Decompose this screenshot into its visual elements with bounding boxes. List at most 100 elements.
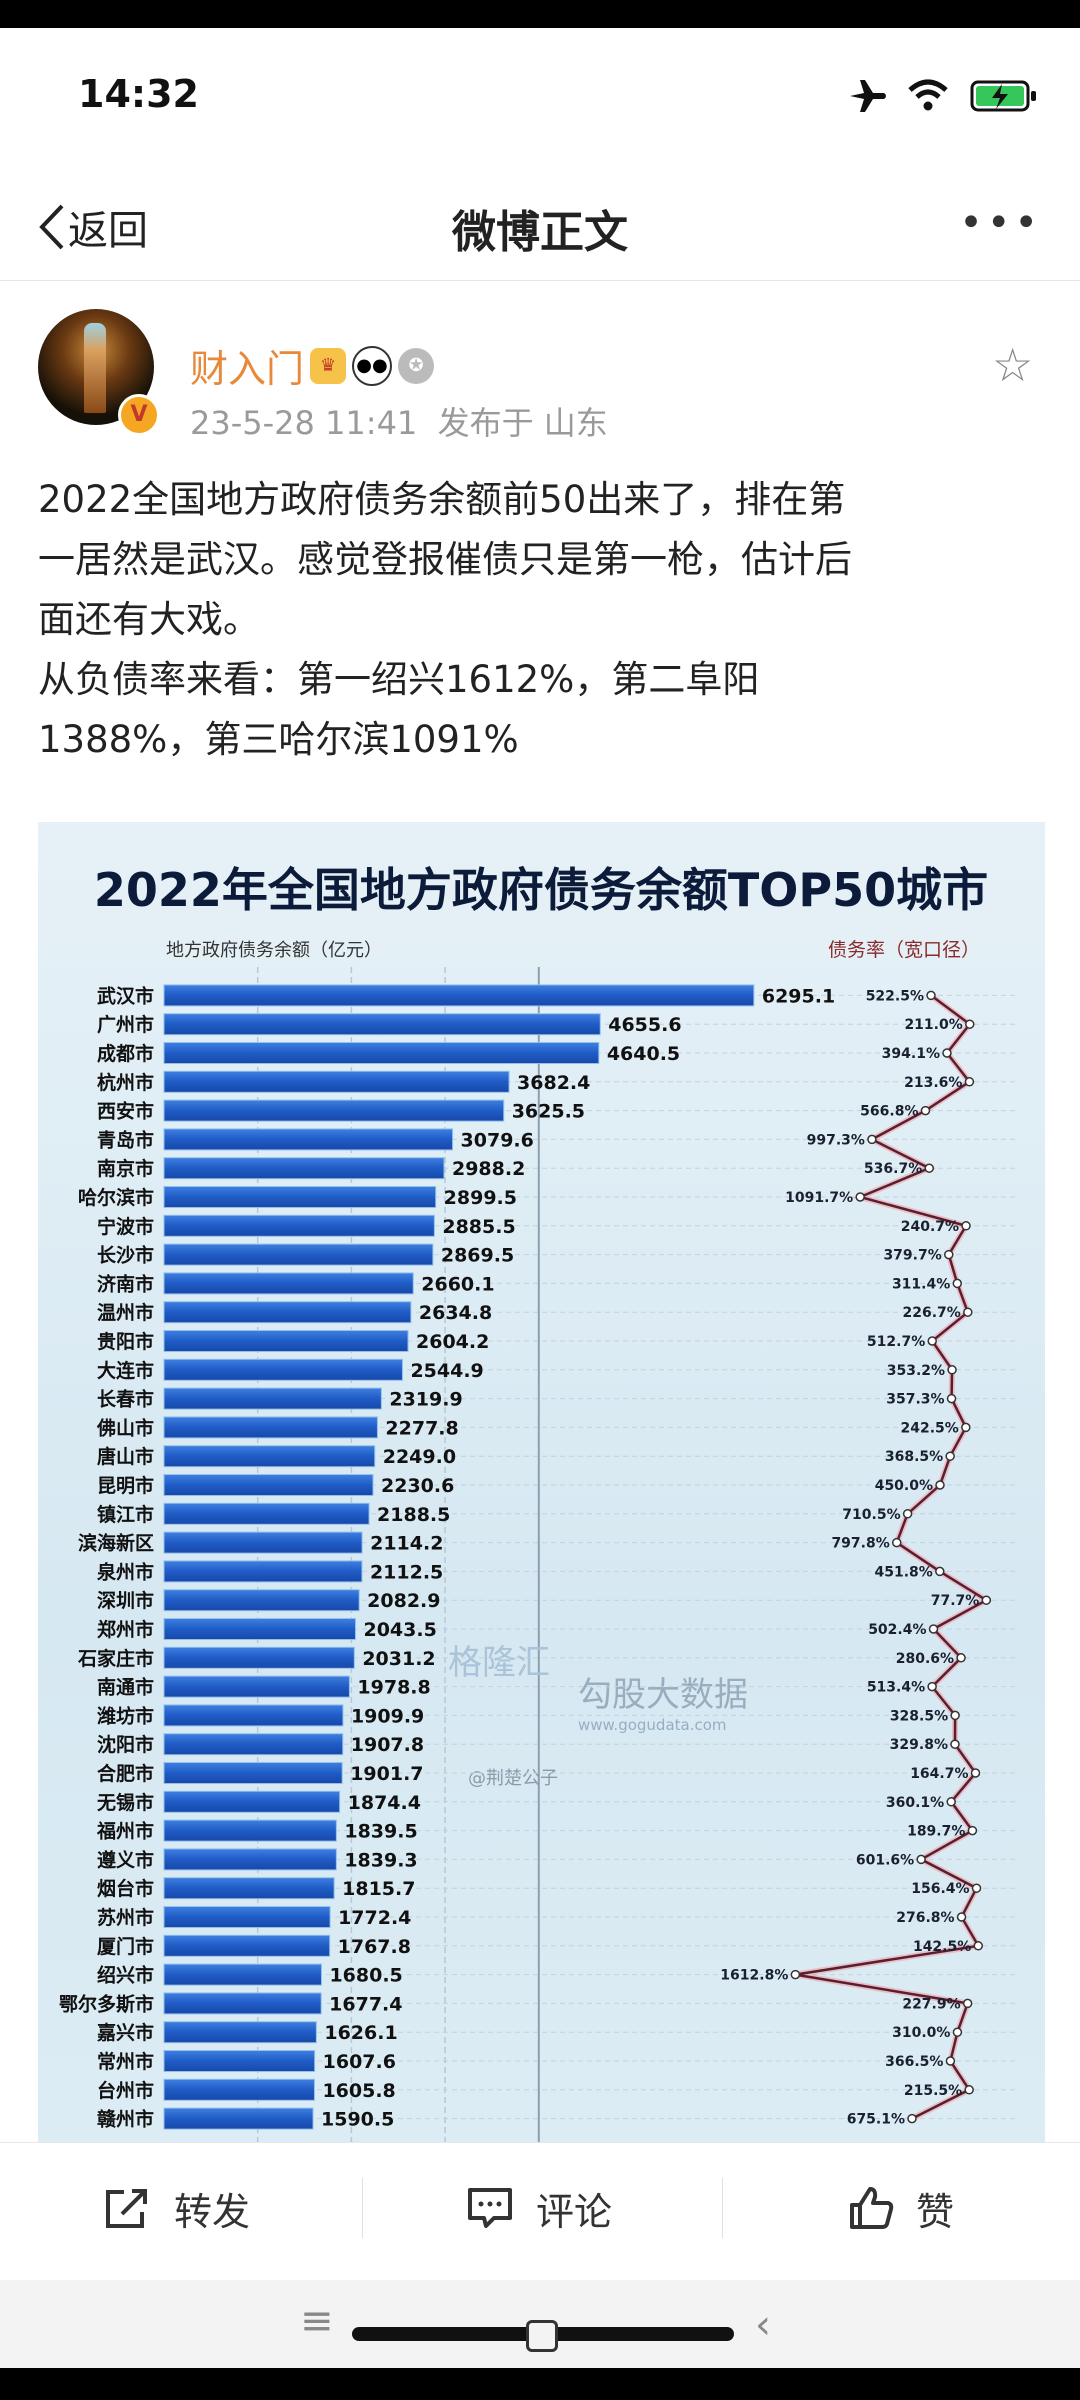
ratio-point [962, 1998, 973, 2009]
category-label: 无锡市 [97, 1791, 154, 1814]
bar [163, 984, 755, 1007]
bar-value-label: 6295.1 [762, 985, 835, 1007]
category-label: 佛山市 [96, 1416, 154, 1439]
ratio-point [950, 1739, 960, 1749]
repost-button[interactable]: 转发 [104, 2143, 250, 2273]
author-row: 财入门 ♛ ●● ✪ [190, 338, 435, 393]
category-label: 唐山市 [97, 1445, 154, 1468]
ratio-value-label: 368.5% [885, 1449, 943, 1465]
category-label: 大连市 [97, 1359, 154, 1382]
bar-value-label: 2885.5 [442, 1216, 515, 1238]
back-button[interactable]: 返回 [34, 198, 148, 256]
bar-value-label: 2230.6 [381, 1475, 454, 1497]
ratio-value-label: 379.7% [883, 1248, 941, 1264]
category-label: 厦门市 [97, 1935, 154, 1958]
bar [163, 1704, 344, 1727]
watermark-text: 格隆汇 [448, 1643, 550, 1683]
category-label: 成都市 [97, 1042, 154, 1065]
category-label: 鄂尔多斯市 [59, 1992, 154, 2015]
back-label: 返回 [68, 208, 148, 254]
ratio-value-label: 353.2% [887, 1363, 945, 1379]
ratio-value-label: 329.8% [890, 1737, 948, 1753]
post-location: 发布于 山东 [437, 404, 608, 442]
post-text-line: 一居然是武汉。感觉登报催债只是第一枪，估计后 [38, 538, 852, 581]
bar-value-label: 2869.5 [441, 1245, 514, 1267]
ratio-point [973, 1941, 984, 1951]
category-label: 苏州市 [97, 1906, 154, 1929]
post-text-line: 从负债率来看：第一绍兴1612%，第二阜阳 [38, 658, 760, 701]
category-label: 福州市 [96, 1820, 154, 1843]
comment-label: 评论 [536, 2189, 613, 2234]
category-label: 长春市 [97, 1388, 154, 1411]
bar [163, 1646, 355, 1669]
ratio-point [920, 1105, 931, 1116]
thumbs-up-icon [850, 2187, 894, 2229]
ratio-point [970, 1768, 981, 1778]
bar-value-label: 2544.9 [410, 1360, 483, 1382]
bar [163, 1531, 363, 1554]
watermark-text: @荆楚公子 [468, 1768, 558, 1789]
bar [163, 1330, 409, 1352]
ratio-point [790, 1969, 801, 1980]
category-label: 深圳市 [97, 1589, 154, 1612]
bar [163, 1992, 322, 2015]
bar-value-label: 2604.2 [416, 1331, 489, 1353]
back-nav-icon[interactable]: ‹ [755, 2302, 771, 2348]
airplane-icon [850, 80, 886, 112]
bar [163, 1790, 341, 1813]
screen-top-edge [0, 0, 1080, 28]
bar-value-label: 1909.9 [351, 1705, 424, 1727]
home-square-icon[interactable] [526, 2320, 558, 2352]
like-button[interactable]: 赞 [848, 2143, 954, 2273]
ratio-point [926, 990, 936, 1001]
bar [163, 1128, 454, 1151]
ratio-point [935, 1566, 945, 1577]
category-label: 南通市 [97, 1676, 154, 1699]
ratio-point [928, 1624, 939, 1634]
repost-label: 转发 [174, 2189, 251, 2234]
favorite-star-icon[interactable]: ☆ [992, 338, 1034, 392]
bar-value-label: 3625.5 [512, 1101, 585, 1123]
status-time: 14:32 [78, 72, 199, 116]
ratio-value-label: 566.8% [860, 1104, 918, 1120]
bar [163, 1589, 360, 1612]
system-nav-bar: ≡ ‹ [0, 2280, 1080, 2368]
bar-value-label: 3079.6 [461, 1129, 534, 1151]
ratio-value-label: 1612.8% [720, 1968, 788, 1984]
more-options-button[interactable]: ••• [959, 200, 1042, 246]
ratio-point [956, 1653, 966, 1663]
bar [163, 1560, 363, 1583]
ratio-value-label: 226.7% [902, 1305, 960, 1321]
share-icon [106, 2189, 147, 2228]
chart-image[interactable]: 2022年全国地方政府债务余额TOP50城市 地方政府债务余额（亿元） 债务率（宽口… [38, 822, 1045, 2142]
bar [163, 1675, 350, 1698]
ratio-point [855, 1192, 865, 1202]
bar-value-label: 2188.5 [377, 1504, 450, 1526]
bar-value-label: 2043.5 [363, 1619, 436, 1641]
comment-button[interactable]: 评论 [466, 2143, 612, 2273]
ratio-value-label: 710.5% [842, 1507, 900, 1523]
bar-value-label: 2899.5 [444, 1187, 517, 1209]
bar-value-label: 1978.8 [357, 1677, 430, 1699]
ratio-point [916, 1854, 926, 1865]
post-timestamp: 23-5-28 11:41 [190, 404, 418, 442]
bar-value-label: 2988.2 [452, 1158, 525, 1180]
bar-value-label: 2660.1 [421, 1273, 494, 1295]
bar-value-label: 1815.7 [342, 1878, 415, 1900]
post-text-line: 面还有大戏。 [38, 598, 260, 641]
ratio-value-label: 675.1% [847, 2112, 905, 2128]
author-name[interactable]: 财入门 [190, 347, 305, 391]
category-label: 泉州市 [96, 1560, 154, 1583]
bar-value-label: 1680.5 [329, 1965, 402, 1987]
ratio-value-label: 142.5% [913, 1939, 971, 1955]
ratio-point [967, 1825, 978, 1836]
menu-icon[interactable]: ≡ [300, 2298, 334, 2344]
crown-badge-icon: ♛ [310, 347, 347, 384]
bar-value-label: 3682.4 [517, 1072, 590, 1094]
comment-icon [468, 2188, 512, 2228]
ratio-point [971, 1883, 982, 1893]
category-label: 郑州市 [97, 1618, 154, 1641]
ratio-point [950, 1710, 960, 1721]
bar-value-label: 2277.8 [385, 1417, 458, 1439]
bar [163, 2021, 317, 2044]
